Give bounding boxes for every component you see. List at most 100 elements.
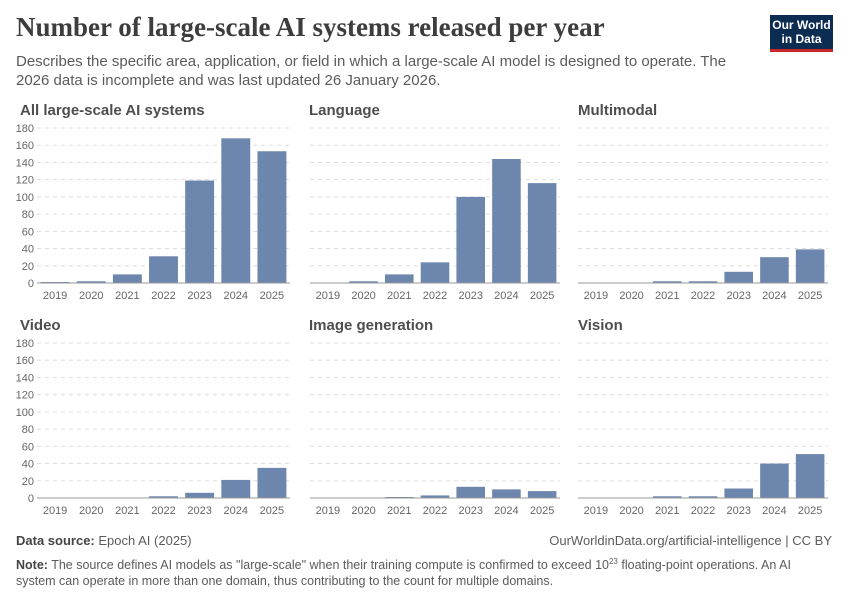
x-tick-label: 2020 — [351, 505, 375, 517]
bar-2023 — [456, 196, 485, 283]
y-tick-label: 140 — [16, 372, 34, 384]
panel-title: Video — [20, 317, 61, 334]
bar-2025 — [257, 467, 287, 498]
y-tick-label: 80 — [22, 209, 34, 221]
x-tick-label: 2019 — [584, 505, 608, 517]
panel-multimodal: Multimodal 2019 2020 2021 2022 2023 2024 2025 — [578, 102, 828, 302]
bar-2022 — [688, 496, 718, 498]
bar-2023 — [456, 486, 485, 498]
bar-2022 — [688, 281, 718, 283]
x-tick-label: 2024 — [494, 290, 518, 302]
source-label: Data source: — [16, 533, 95, 548]
x-tick-label: 2023 — [458, 505, 482, 517]
x-tick-label: 2020 — [619, 505, 643, 517]
panel-image-generation: Image generation 2019 2020 2021 2022 2023 2024… — [309, 317, 560, 517]
y-tick-label: 60 — [22, 441, 34, 453]
x-tick-label: 2022 — [151, 505, 175, 517]
note-label: Note: — [16, 558, 48, 573]
x-tick-label: 2024 — [494, 505, 518, 517]
y-tick-label: 0 — [28, 278, 34, 290]
x-tick-label: 2025 — [530, 290, 554, 302]
bar-2025 — [527, 183, 557, 283]
bar-2025 — [257, 151, 287, 283]
bar-2024 — [221, 479, 251, 498]
x-tick-label: 2021 — [115, 505, 139, 517]
bar-2022 — [149, 256, 178, 283]
panel-all-large-scale-ai-systems: All large-scale AI systems 0 20 40 60 80 100 12… — [16, 102, 290, 302]
x-tick-label: 2024 — [224, 505, 248, 517]
bar-2021 — [385, 274, 414, 283]
x-tick-label: 2020 — [79, 290, 103, 302]
bar-2023 — [185, 180, 215, 283]
y-tick-label: 20 — [22, 261, 34, 273]
y-tick-label: 100 — [16, 407, 34, 419]
y-tick-label: 120 — [16, 390, 34, 402]
panel-title: Vision — [578, 317, 623, 334]
panel-vision: Vision 2019 2020 2021 2022 2023 2024 2025 — [578, 317, 828, 517]
x-tick-label: 2021 — [115, 290, 139, 302]
bar-2024 — [760, 463, 789, 498]
x-tick-label: 2019 — [43, 290, 67, 302]
note-text: The source defines AI models as "large-s… — [51, 558, 609, 573]
bar-2022 — [420, 495, 450, 498]
y-tick-label: 40 — [22, 244, 34, 256]
panel-title: Image generation — [309, 317, 433, 334]
note-exponent: 23 — [608, 557, 618, 566]
panel-title: Multimodal — [578, 102, 657, 119]
x-tick-label: 2024 — [762, 505, 786, 517]
x-tick-label: 2020 — [619, 290, 643, 302]
y-tick-label: 80 — [22, 424, 34, 436]
x-tick-label: 2023 — [187, 505, 211, 517]
y-tick-label: 60 — [22, 226, 34, 238]
owid-logo[interactable]: Our World in Data — [770, 15, 833, 52]
y-tick-label: 100 — [16, 192, 34, 204]
logo-line-2: in Data — [781, 32, 822, 46]
x-tick-label: 2024 — [762, 290, 786, 302]
x-tick-label: 2022 — [691, 290, 715, 302]
x-tick-label: 2023 — [726, 505, 750, 517]
bar-2024 — [492, 489, 521, 498]
source-url[interactable]: OurWorldinData.org/artificial-intelligen… — [549, 533, 832, 548]
bar-2023 — [185, 492, 215, 498]
bar-2020 — [349, 281, 378, 283]
x-tick-label: 2022 — [691, 505, 715, 517]
x-tick-label: 2023 — [726, 290, 750, 302]
x-tick-label: 2022 — [423, 505, 447, 517]
bar-2021 — [112, 274, 142, 283]
x-tick-label: 2019 — [316, 505, 340, 517]
bar-2025 — [795, 249, 825, 283]
x-tick-label: 2022 — [151, 290, 175, 302]
y-tick-label: 120 — [16, 175, 34, 187]
note-text-end: floating-point operations. An AI system … — [16, 558, 791, 589]
x-tick-label: 2025 — [260, 505, 284, 517]
bar-2024 — [221, 138, 251, 283]
x-tick-label: 2021 — [655, 290, 679, 302]
bar-2025 — [527, 491, 557, 498]
source-value[interactable]: Epoch AI (2025) — [98, 533, 192, 548]
bar-2022 — [149, 496, 178, 498]
bar-2021 — [653, 496, 682, 498]
bar-2023 — [724, 271, 753, 283]
panel-language: Language 2019 2020 2021 2022 2023 2024 2025 — [309, 102, 560, 302]
bar-2023 — [724, 488, 753, 498]
bar-2021 — [653, 281, 682, 283]
panel-title: Language — [309, 102, 380, 119]
y-tick-label: 180 — [16, 338, 34, 350]
bar-2022 — [420, 262, 450, 283]
x-tick-label: 2019 — [316, 290, 340, 302]
y-tick-label: 180 — [16, 123, 34, 135]
x-tick-label: 2022 — [423, 290, 447, 302]
chart-subtitle: Describes the specific area, application… — [16, 53, 727, 89]
x-tick-label: 2023 — [187, 290, 211, 302]
bar-2024 — [760, 257, 789, 283]
x-tick-label: 2025 — [798, 290, 822, 302]
logo-line-1: Our World — [772, 18, 831, 32]
x-tick-label: 2020 — [351, 290, 375, 302]
x-tick-label: 2019 — [43, 505, 67, 517]
x-tick-label: 2025 — [260, 290, 284, 302]
note: Note: The source defines AI models as "l… — [16, 554, 816, 589]
x-tick-label: 2021 — [387, 505, 411, 517]
x-tick-label: 2020 — [79, 505, 103, 517]
data-source: Data source: Epoch AI (2025) — [16, 533, 192, 548]
x-tick-label: 2025 — [798, 505, 822, 517]
